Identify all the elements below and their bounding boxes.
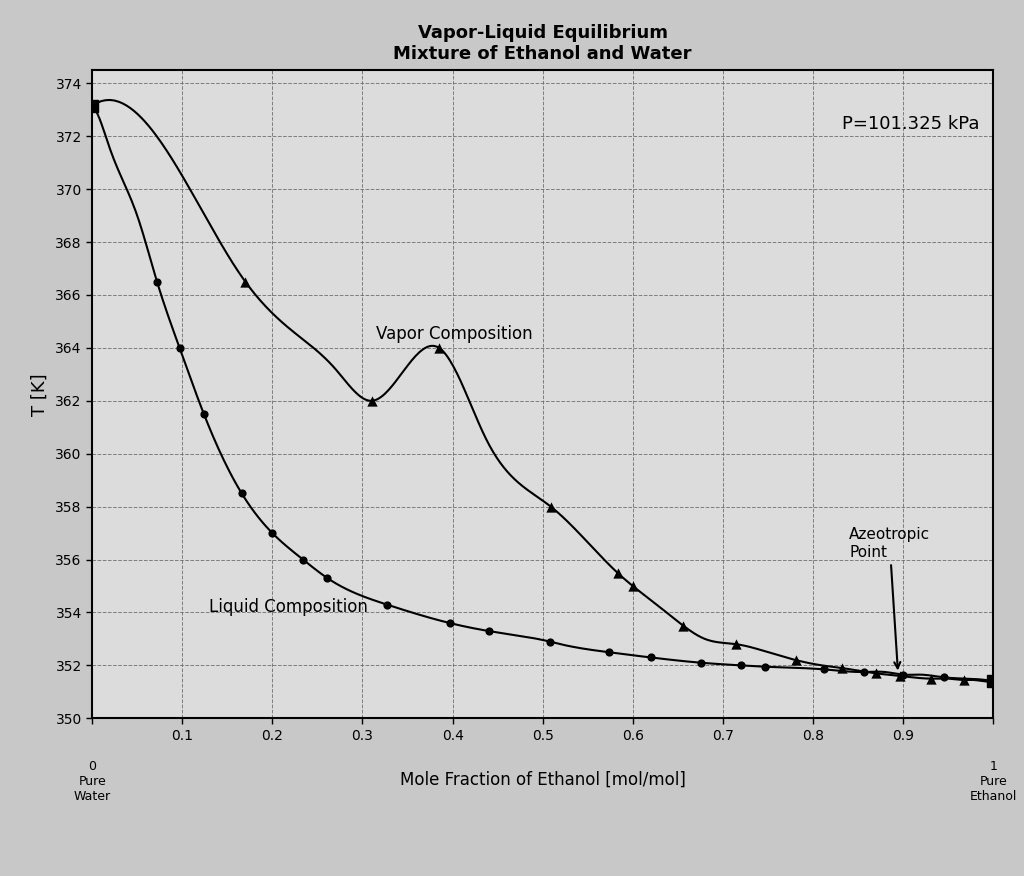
Point bbox=[84, 99, 100, 113]
Text: Liquid Composition: Liquid Composition bbox=[209, 598, 369, 616]
Point bbox=[233, 486, 250, 500]
Text: Azeotropic
Point: Azeotropic Point bbox=[849, 527, 930, 668]
Point bbox=[295, 553, 311, 567]
Text: Vapor Composition: Vapor Composition bbox=[376, 325, 532, 343]
Text: 1
Pure
Ethanol: 1 Pure Ethanol bbox=[970, 760, 1017, 803]
Point bbox=[148, 275, 165, 289]
Point bbox=[892, 669, 908, 683]
Point bbox=[855, 665, 871, 679]
Point bbox=[936, 670, 952, 684]
Point bbox=[364, 394, 380, 408]
Point bbox=[196, 407, 212, 421]
Point bbox=[264, 526, 281, 540]
Point bbox=[985, 675, 1001, 689]
Text: P=101.325 kPa: P=101.325 kPa bbox=[843, 115, 980, 133]
Point bbox=[834, 661, 850, 675]
Point bbox=[84, 99, 100, 113]
Point bbox=[600, 645, 616, 659]
Point bbox=[757, 660, 773, 674]
Point bbox=[675, 618, 691, 632]
Point bbox=[895, 668, 911, 682]
Point bbox=[955, 673, 972, 687]
Point bbox=[787, 653, 804, 668]
Point bbox=[441, 616, 458, 630]
Text: Mole Fraction of Ethanol [mol/mol]: Mole Fraction of Ethanol [mol/mol] bbox=[399, 771, 686, 789]
Point bbox=[733, 659, 750, 673]
Point bbox=[625, 579, 641, 593]
Point bbox=[868, 667, 885, 681]
Point bbox=[985, 675, 1001, 689]
Point bbox=[985, 675, 1001, 689]
Point bbox=[480, 624, 497, 638]
Point bbox=[728, 637, 744, 651]
Point bbox=[923, 672, 939, 686]
Text: 0
Pure
Water: 0 Pure Water bbox=[74, 760, 111, 803]
Point bbox=[643, 651, 659, 665]
Point bbox=[693, 656, 710, 670]
Point bbox=[379, 597, 395, 611]
Point bbox=[84, 99, 100, 113]
Point bbox=[542, 634, 558, 648]
Y-axis label: T [K]: T [K] bbox=[31, 373, 48, 415]
Point bbox=[543, 499, 559, 513]
Title: Vapor-Liquid Equilibrium
Mixture of Ethanol and Water: Vapor-Liquid Equilibrium Mixture of Etha… bbox=[393, 25, 692, 63]
Point bbox=[238, 275, 254, 289]
Point bbox=[816, 662, 833, 676]
Point bbox=[171, 341, 187, 355]
Point bbox=[431, 341, 447, 355]
Point bbox=[319, 571, 336, 585]
Point bbox=[609, 566, 626, 580]
